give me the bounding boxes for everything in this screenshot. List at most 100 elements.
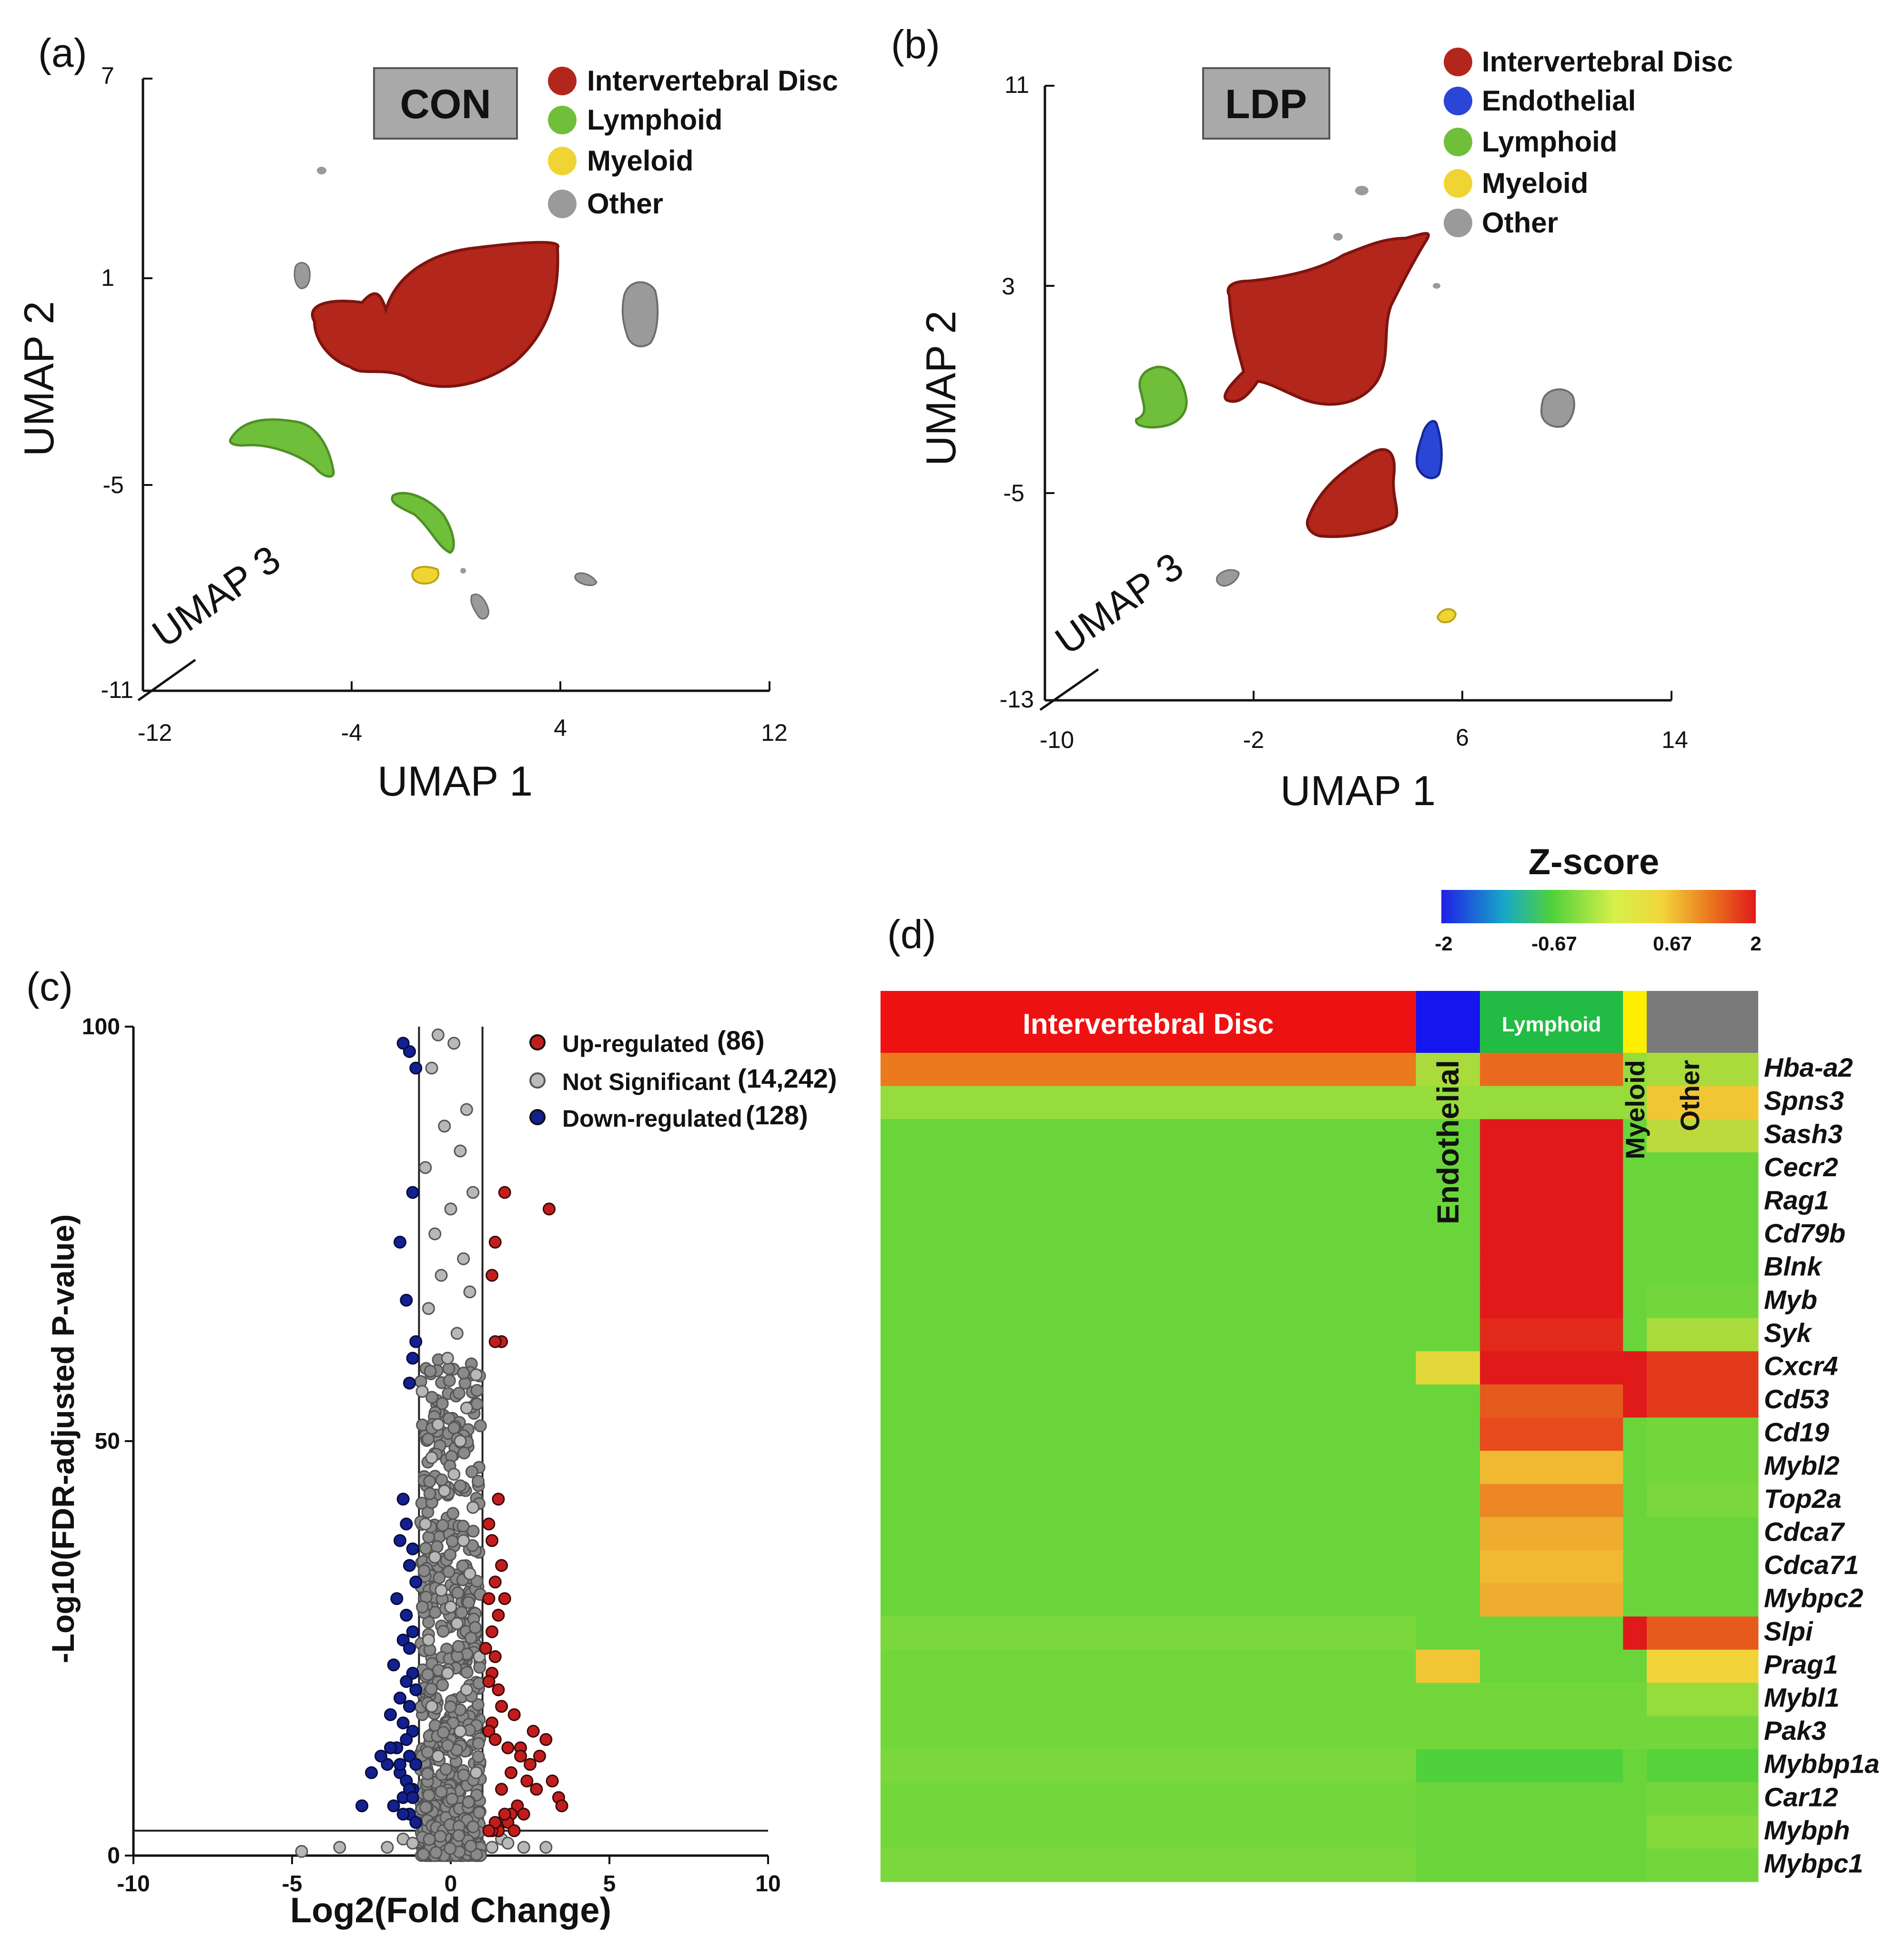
panel-a-legend: Intervertebral Disc Lymphoid Myeloid Oth… (548, 65, 838, 220)
panel-c-letter: (c) (26, 964, 73, 1009)
group-bar-endothelial (1416, 991, 1480, 1053)
panel-a-ytick: -5 (103, 472, 124, 498)
down-regulated-point (406, 1625, 419, 1638)
heatmap-cell (1623, 1782, 1647, 1816)
heatmap-cell (1480, 1649, 1623, 1683)
down-regulated-point (396, 1493, 410, 1506)
panel-b-z-axis (1039, 668, 1099, 711)
panel-c-ytick: 0 (107, 1843, 120, 1868)
not-significant-point (428, 1227, 442, 1241)
down-regulated-point (365, 1766, 378, 1779)
gene-label: Prag1 (1764, 1649, 1838, 1679)
panel-b-ytick: 3 (1002, 273, 1015, 300)
heatmap-cell (881, 1683, 1417, 1716)
heatmap-cell (881, 1252, 1417, 1285)
heatmap-cell (1480, 1583, 1623, 1617)
heatmap-cell (1623, 1384, 1647, 1418)
heatmap-cell (1480, 1185, 1623, 1219)
heatmap-cell (1416, 1152, 1480, 1186)
down-regulated-point (384, 1741, 397, 1755)
panel-c-ylabel: -Log10(FDR-adjusted P-value) (45, 1214, 81, 1663)
panel-a-letter: (a) (38, 30, 87, 75)
down-regulated-point (409, 1575, 423, 1589)
heatmap-cell (1416, 1185, 1480, 1219)
heatmap-cell (1647, 1285, 1759, 1319)
down-regulated-point (400, 1517, 413, 1531)
cluster-lymphoid (391, 492, 455, 554)
panel-a-y-ticks: 1 -5 -11 (101, 78, 152, 703)
up-regulated-point (488, 1235, 502, 1249)
heatmap-cell (1623, 1649, 1647, 1683)
panel-c-xtick: 10 (755, 1871, 780, 1897)
heatmap-cell (1647, 1119, 1759, 1153)
not-significant-point-fill (452, 1829, 466, 1842)
not-significant-point-fill (435, 1397, 449, 1410)
heatmap-cell (1480, 1417, 1623, 1451)
legend-swatch-lymphoid (1444, 128, 1472, 156)
cluster-other (621, 281, 659, 348)
heatmap-cell (1623, 1484, 1647, 1517)
heatmap-cell (881, 1550, 1417, 1584)
heatmap-cells (881, 1053, 1759, 1882)
heatmap-cell (1416, 1053, 1480, 1087)
heatmap-cell (1480, 1053, 1623, 1087)
not-significant-point (466, 1186, 480, 1199)
not-significant-point (435, 1269, 448, 1282)
not-significant-point (441, 1666, 454, 1680)
heatmap-cell (1480, 1782, 1623, 1816)
gene-label: Top2a (1764, 1484, 1842, 1514)
heatmap-cell (881, 1517, 1417, 1551)
down-regulated-point (406, 1542, 419, 1555)
not-significant-point (438, 1484, 451, 1497)
up-regulated-point (488, 1816, 502, 1829)
up-regulated-point (498, 1592, 511, 1605)
gene-label: Spns3 (1764, 1086, 1844, 1116)
heatmap-cell (881, 1351, 1417, 1385)
not-significant-point (431, 1418, 445, 1431)
heatmap-cell (1416, 1716, 1480, 1750)
heatmap-cell (1647, 1351, 1759, 1385)
gene-label: Rag1 (1764, 1185, 1829, 1215)
heatmap-cell (881, 1219, 1417, 1252)
down-regulated-point (396, 1634, 410, 1647)
heatmap-cell (1416, 1815, 1480, 1849)
gene-label: Blnk (1764, 1252, 1823, 1282)
up-regulated-point (511, 1799, 524, 1813)
not-significant-point-fill (422, 1788, 435, 1802)
panel-a-z-axis (137, 658, 196, 702)
not-significant-point-fill (435, 1785, 448, 1798)
down-regulated-point (384, 1708, 397, 1721)
not-significant-point-fill (421, 1767, 434, 1780)
legend-label: Endothelial (1482, 85, 1636, 117)
group-bar-other (1647, 991, 1758, 1053)
cluster-myeloid (1437, 608, 1457, 624)
legend-label: Lymphoid (587, 104, 722, 136)
heatmap-cell (881, 1384, 1417, 1418)
panel-a-ylabel: UMAP 2 (15, 301, 62, 456)
heatmap-cell (1647, 1484, 1759, 1517)
heatmap-cell (1623, 1086, 1647, 1120)
cluster-other (460, 568, 466, 574)
up-regulated-point (486, 1534, 499, 1547)
not-significant-point-fill (444, 1700, 457, 1714)
group-label-intervertebral-disc: Intervertebral Disc (1023, 1008, 1274, 1040)
up-regulated-point (482, 1517, 496, 1531)
legend-count: (128) (746, 1100, 808, 1130)
up-regulated-point (492, 1608, 505, 1622)
panel-c-ytick: 100 (82, 1014, 120, 1040)
up-regulated-point (488, 1733, 502, 1746)
panel-c-ytick: 50 (95, 1429, 120, 1454)
heatmap-cell (1416, 1318, 1480, 1352)
heatmap-cell (881, 1285, 1417, 1319)
not-significant-point (447, 1037, 461, 1050)
panel-b-y-ticks: 11 3 -5 -13 (1000, 71, 1054, 713)
heatmap-cell (881, 1053, 1417, 1087)
up-regulated-point (530, 1783, 543, 1796)
not-significant-point-fill (473, 1661, 486, 1674)
not-significant-point-fill (425, 1391, 439, 1404)
heatmap-cell (1480, 1285, 1623, 1319)
heatmap-cell (1647, 1815, 1759, 1849)
panel-b-xtick: -2 (1243, 727, 1264, 753)
heatmap-cell (1647, 1848, 1759, 1882)
